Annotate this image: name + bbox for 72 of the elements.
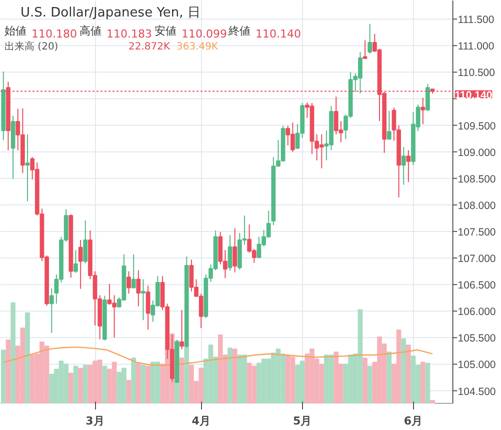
candlestick xyxy=(362,40,368,60)
annotation: 終値 110.140 xyxy=(228,24,301,40)
candlestick xyxy=(420,97,426,125)
candlestick xyxy=(126,270,131,294)
y-tick-label: 104.500 xyxy=(458,386,496,398)
candlestick xyxy=(180,310,184,350)
y-tick-label: 105.000 xyxy=(458,359,496,372)
annotation: 出来高 (20) xyxy=(4,40,58,52)
candlestick xyxy=(49,288,54,334)
annotation: 22.872K xyxy=(128,42,170,52)
annotation: 安値 110.099 xyxy=(154,24,227,40)
x-tick-label: 5月 xyxy=(293,414,312,428)
bar xyxy=(136,362,141,404)
y-tick-label: 110.500 xyxy=(458,67,496,80)
bar xyxy=(0,350,6,404)
candlestick xyxy=(131,254,136,288)
candlestick xyxy=(228,234,232,272)
y-tick-label: 107.000 xyxy=(458,253,496,266)
bar xyxy=(146,366,150,404)
bar xyxy=(406,344,411,404)
bar xyxy=(73,366,78,404)
candlestick xyxy=(74,250,78,274)
y-tick-label: 111.500 xyxy=(458,14,494,26)
y-tick-label: 111.000 xyxy=(458,40,494,53)
x-tick-label: 6月 xyxy=(404,414,423,428)
candlestick xyxy=(368,23,372,54)
y-tick-label: 108.000 xyxy=(458,200,496,212)
bar xyxy=(232,348,238,404)
bar xyxy=(179,358,184,404)
bar xyxy=(367,366,372,404)
candlestick xyxy=(401,146,406,186)
bar xyxy=(25,312,30,404)
bar xyxy=(401,338,406,404)
candlestick xyxy=(78,239,83,290)
candlestick xyxy=(25,134,30,202)
bar xyxy=(140,364,146,404)
y-tick-label: 106.500 xyxy=(458,280,496,292)
bar xyxy=(228,348,232,404)
annotation: 始値 110.180 xyxy=(4,24,77,40)
annotation: 363.49K xyxy=(176,42,218,52)
candlestick xyxy=(136,270,141,307)
y-tick-label: 105.500 xyxy=(458,332,496,345)
candlestick xyxy=(406,150,411,183)
candlestick xyxy=(232,228,238,273)
chart-title: U.S. Dollar/Japanese Yen, 日 xyxy=(20,6,200,20)
x-tick-label: 3月 xyxy=(86,414,104,428)
annotation: 高値 110.183 xyxy=(80,24,152,40)
bar xyxy=(430,400,435,404)
bar xyxy=(78,368,83,404)
candlestick xyxy=(146,285,150,330)
bar xyxy=(10,302,16,404)
candlestick xyxy=(141,278,146,321)
bar xyxy=(126,380,132,404)
candlestick xyxy=(83,220,88,264)
y-tick-label: 109.500 xyxy=(458,120,496,132)
candlestick xyxy=(386,110,392,140)
bar xyxy=(425,362,430,404)
bar xyxy=(82,364,88,404)
bar xyxy=(68,372,74,404)
bar xyxy=(6,340,11,404)
ref-line-label: 110.140 xyxy=(454,89,492,102)
bar xyxy=(362,358,368,404)
y-tick-label: 109.000 xyxy=(458,146,496,159)
bar xyxy=(102,366,108,404)
y-tick-label: 108.500 xyxy=(458,173,496,186)
y-tick-label: 107.500 xyxy=(458,226,496,238)
bar xyxy=(386,352,392,404)
y-tick-label: 106.000 xyxy=(458,306,496,318)
x-tick-label: 4月 xyxy=(192,414,210,428)
bar xyxy=(420,362,426,404)
candlestick xyxy=(426,83,430,112)
bar xyxy=(131,358,136,404)
